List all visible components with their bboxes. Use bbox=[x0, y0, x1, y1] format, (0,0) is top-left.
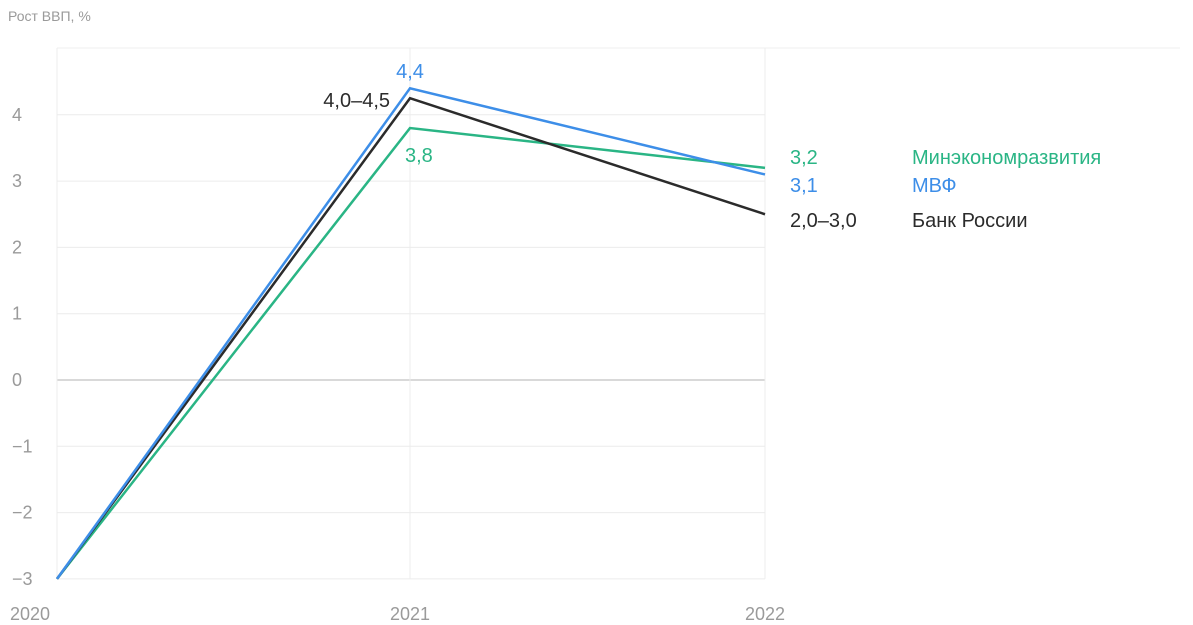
data-label: 4,4 bbox=[396, 61, 424, 83]
series-line bbox=[56, 126, 766, 580]
y-tick-label: 3 bbox=[12, 171, 22, 191]
legend-entry: МВФ bbox=[912, 175, 957, 197]
y-tick-label: 0 bbox=[12, 370, 22, 390]
y-tick-label: 2 bbox=[12, 237, 22, 257]
data-label: 3,1 bbox=[790, 175, 818, 197]
y-tick-label: −3 bbox=[12, 569, 33, 589]
data-label: 3,2 bbox=[790, 147, 818, 169]
x-tick-label: 2022 bbox=[745, 604, 785, 624]
y-axis-title: Рост ВВП, % bbox=[8, 8, 91, 24]
legend-entry: Минэкономразвития bbox=[912, 147, 1101, 169]
series-line bbox=[55, 96, 766, 580]
legend-entry: Банк России bbox=[912, 210, 1028, 232]
y-tick-label: −1 bbox=[12, 436, 33, 456]
x-tick-label: 2020 bbox=[10, 604, 50, 624]
data-label: 3,8 bbox=[405, 145, 433, 167]
data-label: 4,0–4,5 bbox=[323, 90, 390, 112]
y-tick-label: 1 bbox=[12, 304, 22, 324]
y-tick-label: −2 bbox=[12, 503, 33, 523]
y-tick-label: 4 bbox=[12, 105, 22, 125]
x-tick-label: 2021 bbox=[390, 604, 430, 624]
series-line bbox=[55, 86, 766, 580]
data-label: 2,0–3,0 bbox=[790, 210, 857, 232]
